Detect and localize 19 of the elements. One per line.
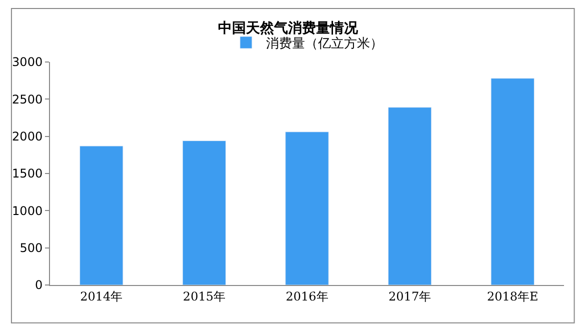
bar <box>182 140 226 285</box>
x-tick-label: 2015年 <box>182 289 226 304</box>
chart-title: 中国天然气消费量情况 <box>218 20 359 37</box>
bar <box>490 78 534 285</box>
x-tick-label: 2014年 <box>80 289 123 304</box>
bar <box>285 132 329 285</box>
y-tick-label: 500 <box>20 241 43 256</box>
y-tick-label: 1000 <box>12 204 43 218</box>
y-tick-label: 2000 <box>12 130 43 144</box>
y-tick-label: 3000 <box>12 55 43 70</box>
bar <box>388 107 432 285</box>
x-tick-label: 2016年 <box>286 289 328 304</box>
legend-label: 消费量（亿立方米） <box>266 36 383 52</box>
x-tick-label: 2018年E <box>486 289 538 304</box>
y-tick-label: 1500 <box>12 166 43 181</box>
y-tick-label: 2500 <box>12 92 43 106</box>
x-tick-label: 2017年 <box>388 289 432 304</box>
bar <box>80 146 124 285</box>
y-tick-label: 0 <box>34 278 43 292</box>
